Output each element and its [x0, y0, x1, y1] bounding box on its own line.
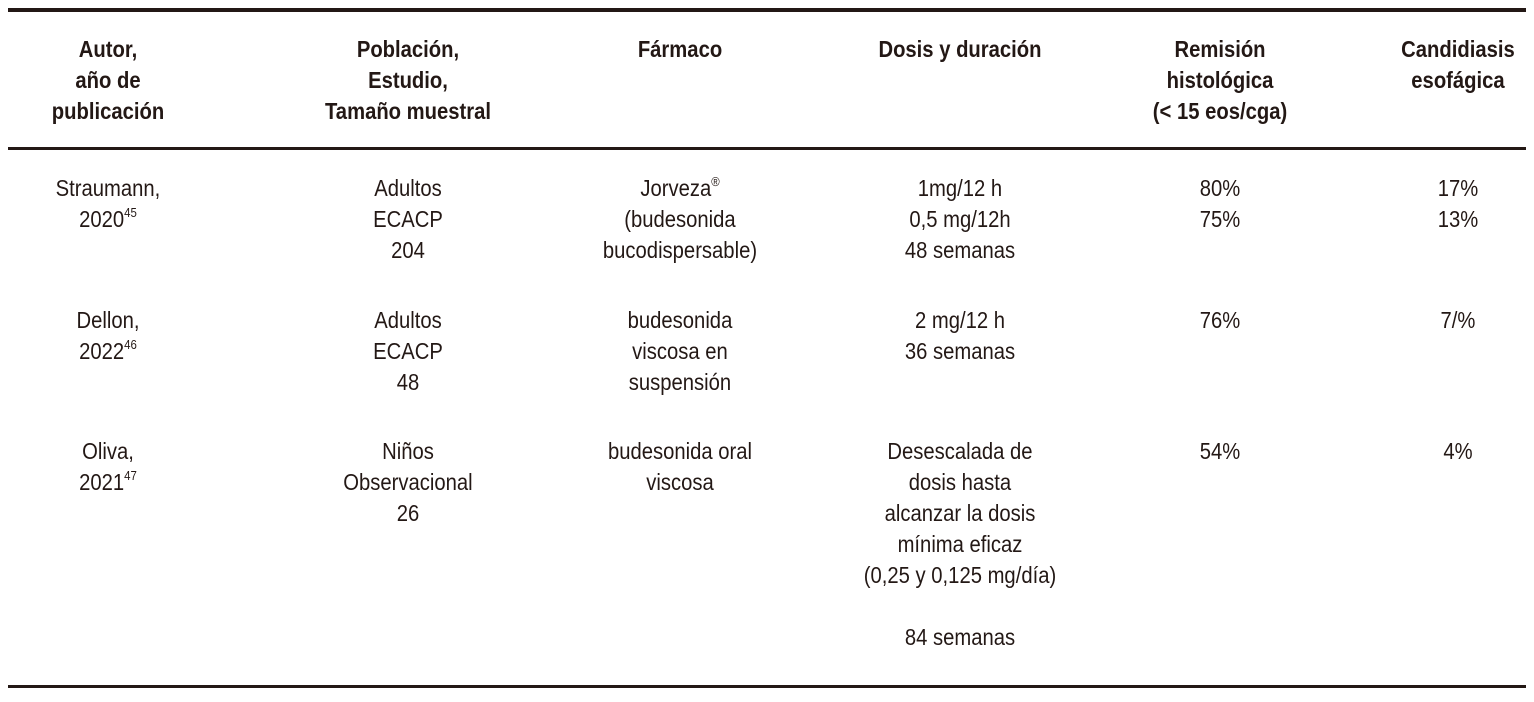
cell-dosis: Desescalada de dosis hasta alcanzar la dos… [828, 436, 1092, 653]
cell-line: 13% [1437, 206, 1479, 232]
cell-line: 1mg/12 h [917, 175, 1003, 201]
bottom-rule [8, 685, 1526, 688]
reference-superscript: 47 [124, 468, 137, 483]
header-dosis: Dosis y duración [828, 34, 1092, 65]
cell-line: Fármaco [637, 36, 723, 62]
cell-line: 84 semanas [904, 624, 1016, 650]
header-remision: Remisión histológica (< 15 eos/cga) [1088, 34, 1352, 127]
cell-line: Adultos [374, 307, 442, 333]
cell-line: suspensión [628, 369, 732, 395]
cell-line: 80% [1199, 175, 1241, 201]
cell-line: 204 [391, 237, 425, 263]
cell-line: (budesonida [624, 206, 736, 232]
header-farmaco: Fármaco [548, 34, 812, 65]
cell-farmaco: budesonida viscosa en suspensión [548, 305, 812, 398]
cell-farmaco: budesonida oral viscosa [548, 436, 812, 498]
cell-line: 202045 [79, 205, 137, 232]
cell-remision: 80% 75% [1088, 173, 1352, 235]
cell-line: 75% [1199, 206, 1241, 232]
cell-line: 7/% [1440, 307, 1476, 333]
cell-line: ECACP [373, 206, 443, 232]
cell-line: Candidiasis [1401, 36, 1515, 62]
cell-remision: 76% [1088, 305, 1352, 336]
cell-line: Remisión [1174, 36, 1266, 62]
cell-dosis: 2 mg/12 h 36 semanas [828, 305, 1092, 367]
cell-line [828, 591, 1092, 622]
cell-line: esofágica [1411, 67, 1505, 93]
cell-dosis: 1mg/12 h 0,5 mg/12h 48 semanas [828, 173, 1092, 266]
cell-line: ECACP [373, 338, 443, 364]
cell-line: 2 mg/12 h [914, 307, 1006, 333]
cell-autor: Dellon, 202246 [0, 305, 240, 367]
cell-candidiasis: 17% 13% [1326, 173, 1534, 235]
cell-line: Observacional [343, 469, 473, 495]
top-rule [8, 8, 1526, 12]
cell-line: Jorveza® [640, 174, 720, 201]
cell-line: Dosis y duración [878, 36, 1042, 62]
cell-poblacion: Niños Observacional 26 [276, 436, 540, 529]
cell-autor: Straumann, 202045 [0, 173, 240, 235]
cell-line: (< 15 eos/cga) [1152, 98, 1288, 124]
cell-line: viscosa en [632, 338, 728, 364]
cell-line: bucodispersable) [602, 237, 758, 263]
cell-line: Tamaño muestral [324, 98, 492, 124]
header-autor: Autor, año de publicación [0, 34, 240, 127]
cell-line: 0,5 mg/12h [909, 206, 1011, 232]
cell-line: año de [75, 67, 141, 93]
cell-line: viscosa [646, 469, 714, 495]
cell-line: 26 [396, 500, 420, 526]
cell-line: alcanzar la dosis [884, 500, 1036, 526]
cell-line: 54% [1199, 438, 1241, 464]
cell-line: 202147 [79, 468, 137, 495]
cell-farmaco: Jorveza® (budesonida bucodispersable) [548, 173, 812, 266]
cell-line: Autor, [78, 36, 138, 62]
cell-autor: Oliva, 202147 [0, 436, 240, 498]
cell-line: 76% [1199, 307, 1241, 333]
cell-line: (0,25 y 0,125 mg/día) [863, 562, 1057, 588]
cell-line: Dellon, [76, 307, 140, 333]
cell-line: Estudio, [368, 67, 448, 93]
cell-line: publicación [51, 98, 165, 124]
cell-line: Adultos [374, 175, 442, 201]
header-candidiasis: Candidiasis esofágica [1326, 34, 1534, 96]
cell-poblacion: Adultos ECACP 48 [276, 305, 540, 398]
header-rule [8, 147, 1526, 150]
cell-line: budesonida oral [607, 438, 753, 464]
cell-remision: 54% [1088, 436, 1352, 467]
cell-line: Desescalada de [887, 438, 1033, 464]
reference-superscript: 46 [124, 337, 137, 352]
reference-superscript: 45 [124, 205, 137, 220]
cell-line: 48 [396, 369, 420, 395]
cell-line: 4% [1443, 438, 1473, 464]
cell-line: Oliva, [82, 438, 134, 464]
cell-line: mínima eficaz [897, 531, 1023, 557]
cell-line: 17% [1437, 175, 1479, 201]
cell-candidiasis: 7/% [1326, 305, 1534, 336]
cell-line: Población, [356, 36, 460, 62]
cell-line: histológica [1166, 67, 1274, 93]
cell-line: Niños [382, 438, 434, 464]
cell-line: Straumann, [55, 175, 161, 201]
cell-line: 48 semanas [904, 237, 1016, 263]
cell-candidiasis: 4% [1326, 436, 1534, 467]
cell-line: 36 semanas [904, 338, 1016, 364]
cell-line: 202246 [79, 337, 137, 364]
cell-line: budesonida [627, 307, 733, 333]
cell-poblacion: Adultos ECACP 204 [276, 173, 540, 266]
cell-line: dosis hasta [908, 469, 1012, 495]
header-poblacion: Población, Estudio, Tamaño muestral [276, 34, 540, 127]
